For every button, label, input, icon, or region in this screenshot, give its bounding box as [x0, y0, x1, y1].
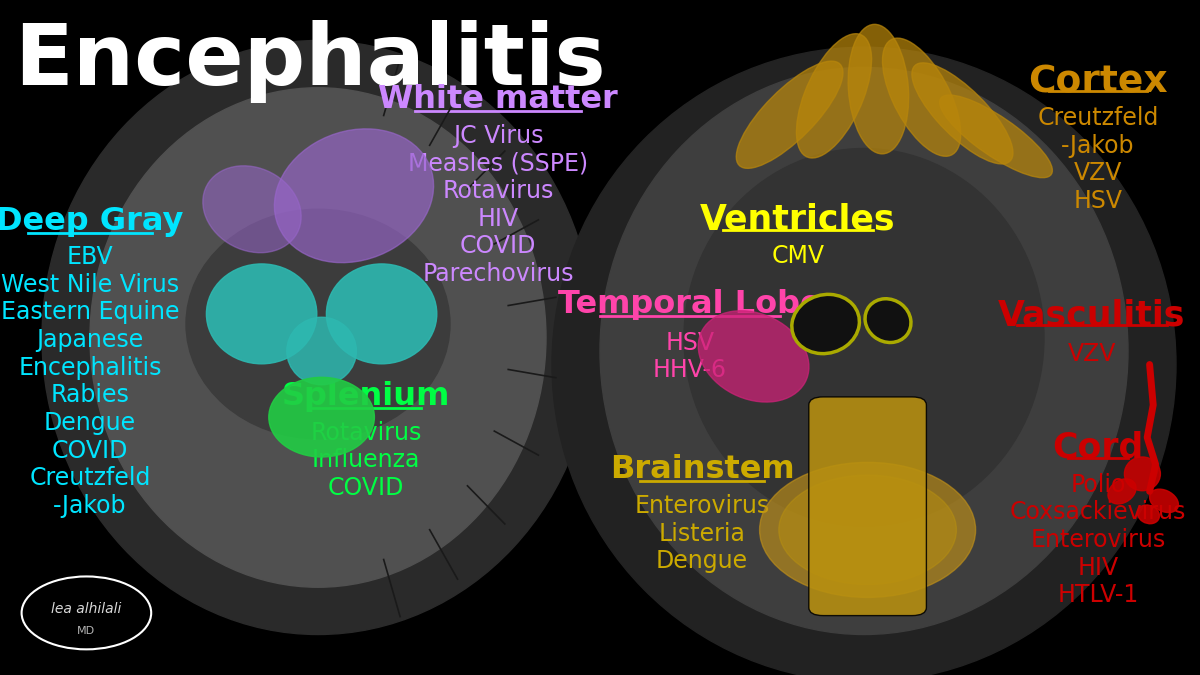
Text: Vasculitis: Vasculitis — [998, 298, 1186, 332]
Ellipse shape — [90, 88, 546, 587]
Text: Measles (SSPE): Measles (SSPE) — [408, 151, 588, 176]
Ellipse shape — [882, 38, 961, 157]
Text: Rabies: Rabies — [50, 383, 130, 408]
Text: MD: MD — [77, 626, 96, 636]
Ellipse shape — [1108, 479, 1136, 504]
Ellipse shape — [848, 24, 908, 154]
Text: lea alhilali: lea alhilali — [52, 602, 121, 616]
Text: West Nile Virus: West Nile Virus — [1, 273, 179, 297]
Text: Listeria: Listeria — [659, 522, 745, 546]
Ellipse shape — [186, 209, 450, 439]
Text: Brainstem: Brainstem — [610, 454, 794, 485]
Text: Parechovirus: Parechovirus — [422, 262, 574, 286]
Text: Enterovirus: Enterovirus — [635, 494, 769, 518]
Text: Ventricles: Ventricles — [701, 202, 895, 236]
Text: Dengue: Dengue — [44, 411, 136, 435]
Text: Deep Gray: Deep Gray — [0, 206, 184, 237]
Ellipse shape — [552, 47, 1176, 675]
Text: Coxsackievirus: Coxsackievirus — [1010, 500, 1186, 524]
Text: VZV: VZV — [1068, 342, 1116, 366]
Ellipse shape — [684, 148, 1044, 526]
Ellipse shape — [203, 166, 301, 252]
Ellipse shape — [269, 377, 374, 457]
Ellipse shape — [912, 63, 1013, 164]
Text: Influenza: Influenza — [312, 448, 420, 472]
Ellipse shape — [206, 264, 317, 364]
Text: White matter: White matter — [378, 84, 618, 115]
Text: Encephalitis: Encephalitis — [14, 20, 606, 103]
Text: Japanese: Japanese — [36, 328, 144, 352]
Text: EBV: EBV — [67, 245, 113, 269]
Ellipse shape — [737, 61, 842, 168]
Ellipse shape — [779, 475, 956, 585]
Text: HIV: HIV — [1078, 556, 1118, 580]
Text: Cord: Cord — [1052, 431, 1144, 464]
Ellipse shape — [792, 294, 859, 354]
Ellipse shape — [865, 299, 911, 342]
Text: -Jakob: -Jakob — [53, 494, 127, 518]
Ellipse shape — [600, 68, 1128, 634]
Text: COVID: COVID — [328, 476, 404, 500]
Text: -Jakob: -Jakob — [1061, 134, 1135, 158]
Text: Temporal Lobe: Temporal Lobe — [558, 289, 822, 320]
Text: HHV-6: HHV-6 — [653, 358, 727, 383]
Text: HIV: HIV — [478, 207, 518, 231]
Ellipse shape — [287, 317, 356, 385]
Text: Enterovirus: Enterovirus — [1031, 528, 1165, 552]
Ellipse shape — [1138, 505, 1159, 524]
Text: Creutzfeld: Creutzfeld — [29, 466, 151, 491]
Ellipse shape — [1124, 457, 1160, 491]
Ellipse shape — [275, 129, 433, 263]
FancyBboxPatch shape — [809, 397, 926, 616]
Text: HSV: HSV — [666, 331, 714, 355]
Text: Eastern Equine: Eastern Equine — [1, 300, 179, 325]
Text: HSV: HSV — [1074, 189, 1122, 213]
Text: JC Virus: JC Virus — [452, 124, 544, 148]
Ellipse shape — [42, 40, 594, 634]
Text: Polio: Polio — [1070, 472, 1126, 497]
Text: Dengue: Dengue — [656, 549, 748, 574]
Text: Cortex: Cortex — [1028, 64, 1168, 100]
Text: Rotavirus: Rotavirus — [311, 421, 421, 445]
Text: COVID: COVID — [52, 439, 128, 463]
Text: HTLV-1: HTLV-1 — [1057, 583, 1139, 608]
Ellipse shape — [1150, 489, 1178, 512]
Text: Splenium: Splenium — [282, 381, 450, 412]
Text: VZV: VZV — [1074, 161, 1122, 186]
Ellipse shape — [797, 34, 871, 158]
Text: COVID: COVID — [460, 234, 536, 259]
Ellipse shape — [760, 462, 976, 597]
Text: CMV: CMV — [772, 244, 824, 269]
Text: Rotavirus: Rotavirus — [443, 179, 553, 203]
Text: Encephalitis: Encephalitis — [18, 356, 162, 380]
Ellipse shape — [940, 95, 1052, 178]
Text: Creutzfeld: Creutzfeld — [1037, 106, 1159, 130]
Ellipse shape — [326, 264, 437, 364]
Ellipse shape — [698, 310, 809, 402]
